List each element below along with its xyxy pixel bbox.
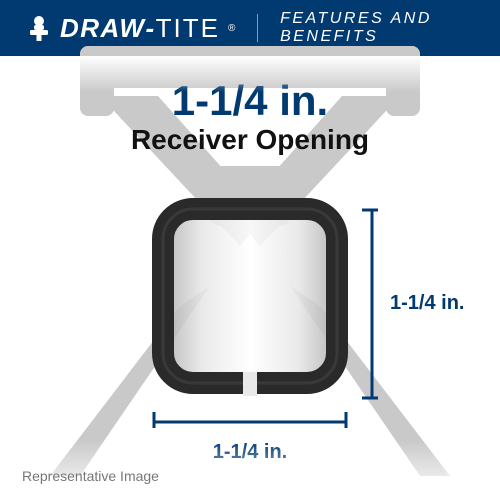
logo-text-draw: DRAW bbox=[60, 13, 145, 44]
bracket-horizontal-icon bbox=[150, 412, 350, 434]
dimension-width: 1-1/4 in. bbox=[150, 412, 350, 464]
dimension-width-label: 1-1/4 in. bbox=[150, 441, 350, 464]
footnote: Representative Image bbox=[22, 468, 159, 484]
header-divider bbox=[257, 14, 258, 42]
logo-wordmark: DRAW-TITE bbox=[60, 13, 220, 44]
dimension-height-label: 1-1/4 in. bbox=[362, 292, 482, 315]
headline-size: 1-1/4 in. bbox=[0, 80, 500, 122]
header-tagline: FEATURES AND BENEFITS bbox=[280, 10, 472, 46]
product-feature-card: DRAW-TITE ® FEATURES AND BENEFITS bbox=[0, 0, 500, 500]
headline-sub: Receiver Opening bbox=[0, 124, 500, 156]
receiver-opening bbox=[150, 196, 350, 396]
diagram-stage: 1-1/4 in. Receiver Opening 1-1/4 in. 1-1… bbox=[0, 56, 500, 500]
logo-text-tite: TITE bbox=[156, 13, 220, 44]
brand-logo: DRAW-TITE ® bbox=[24, 13, 235, 44]
dimension-height: 1-1/4 in. bbox=[362, 206, 482, 402]
registered-mark: ® bbox=[228, 23, 235, 34]
hitch-ball-icon bbox=[24, 13, 54, 43]
headline: 1-1/4 in. Receiver Opening bbox=[0, 80, 500, 156]
